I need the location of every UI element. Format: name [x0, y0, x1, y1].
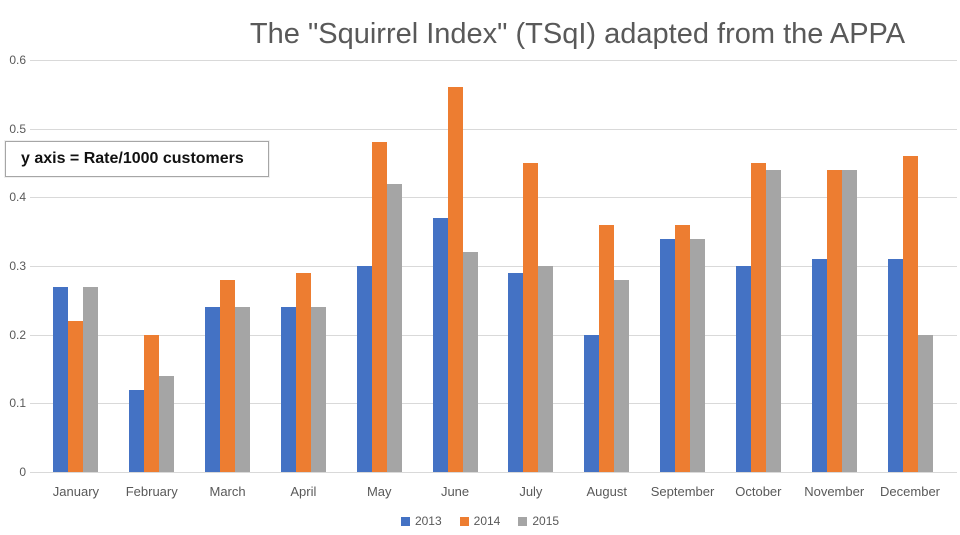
y-tick-label-0.4: 0.4 — [9, 190, 26, 205]
x-label-july: July — [519, 484, 543, 499]
y-axis: 0 0.1 0.2 0.3 0.4 0.5 0.6 — [0, 53, 26, 479]
gridline-0.1 — [30, 403, 957, 405]
legend-label-2013: 2013 — [414, 514, 442, 528]
legend-item-2014: 2014 — [459, 514, 501, 528]
legend-item-2015: 2015 — [518, 514, 559, 528]
bar-october-2014 — [750, 163, 766, 472]
bar-group-january — [38, 60, 114, 472]
legend-swatch-2014 — [459, 516, 469, 526]
bar-august-2014 — [599, 224, 615, 472]
bar-november-2014 — [826, 169, 842, 472]
bar-group-october — [720, 60, 796, 472]
legend-item-2013: 2013 — [400, 514, 442, 528]
x-label-august: August — [586, 484, 627, 499]
bar-group-march — [190, 60, 266, 472]
bar-group-april — [265, 60, 341, 472]
bar-december-2014 — [902, 156, 918, 472]
legend-label-2015: 2015 — [532, 514, 560, 528]
legend-swatch-2015 — [518, 516, 528, 526]
x-label-march: March — [209, 484, 246, 499]
bar-groups — [38, 60, 948, 472]
gridline-0.6 — [30, 60, 957, 61]
bar-april-2014 — [295, 272, 311, 472]
x-label-december: December — [880, 484, 940, 499]
bar-group-september — [645, 60, 721, 472]
bar-july-2015 — [538, 266, 554, 472]
bar-group-december — [872, 60, 948, 472]
y-tick-label-0.2: 0.2 — [9, 327, 26, 342]
bar-april-2013 — [280, 307, 296, 472]
bar-october-2015 — [765, 169, 781, 472]
y-axis-annotation-box: y axis = Rate/1000 customers — [5, 141, 269, 177]
chart-title: The "Squirrel Index" (TSqI) adapted from… — [249, 18, 906, 50]
gridline-0.4 — [30, 197, 957, 199]
bar-january-2013 — [53, 286, 69, 472]
bar-march-2013 — [205, 307, 221, 472]
bar-group-june — [417, 60, 493, 472]
gridline-0.5 — [30, 128, 957, 130]
bar-february-2014 — [144, 334, 160, 472]
bar-november-2015 — [841, 169, 857, 472]
gridline-0.3 — [30, 266, 957, 267]
bar-august-2013 — [584, 334, 600, 472]
bar-july-2014 — [523, 163, 539, 472]
bar-december-2013 — [887, 259, 903, 472]
bar-september-2014 — [675, 224, 691, 472]
x-label-february: February — [125, 484, 178, 499]
legend-label-2014: 2014 — [473, 514, 501, 528]
bar-may-2014 — [371, 142, 387, 472]
bar-january-2015 — [83, 286, 99, 472]
x-label-june: June — [440, 484, 470, 499]
x-label-october: October — [735, 484, 782, 499]
gridline-0.2 — [30, 334, 957, 336]
bar-may-2015 — [386, 183, 402, 472]
y-tick-label-0.6: 0.6 — [9, 53, 26, 67]
y-tick-label-0: 0 — [19, 465, 26, 479]
bar-july-2013 — [508, 272, 524, 472]
y-tick-label-0.3: 0.3 — [9, 259, 26, 273]
bar-august-2015 — [614, 279, 630, 472]
bar-group-august — [569, 60, 645, 472]
bar-october-2013 — [735, 266, 751, 472]
x-label-may: May — [366, 484, 392, 499]
legend-swatch-2013 — [400, 516, 410, 526]
bar-group-may — [341, 60, 417, 472]
plot-area — [30, 60, 957, 473]
gridline-0 — [30, 472, 957, 473]
x-label-april: April — [290, 484, 317, 499]
bar-june-2014 — [447, 87, 463, 472]
y-tick-label-0.1: 0.1 — [9, 396, 26, 411]
bar-group-july — [493, 60, 569, 472]
bar-june-2015 — [462, 252, 478, 472]
bar-november-2013 — [811, 259, 827, 472]
x-axis-labels: January February March April May June July Augu… — [38, 484, 948, 499]
bar-april-2015 — [310, 307, 326, 472]
y-tick-label-0.5: 0.5 — [9, 121, 26, 136]
bar-group-february — [114, 60, 190, 472]
x-label-january: January — [52, 484, 100, 499]
bar-may-2013 — [356, 266, 372, 472]
x-label-september: September — [650, 484, 715, 499]
bar-december-2015 — [917, 334, 933, 472]
x-label-november: November — [804, 484, 865, 499]
y-axis-annotation-text: y axis = Rate/1000 customers — [21, 150, 244, 167]
legend: 2013 2014 2015 — [0, 514, 960, 528]
bar-march-2015 — [235, 307, 251, 472]
bar-february-2015 — [159, 375, 175, 472]
bar-june-2013 — [432, 217, 448, 472]
bar-february-2013 — [129, 389, 145, 472]
bar-group-november — [796, 60, 872, 472]
bar-september-2015 — [690, 238, 706, 472]
bar-january-2014 — [68, 320, 84, 472]
bar-march-2014 — [220, 279, 236, 472]
bar-september-2013 — [660, 238, 676, 472]
